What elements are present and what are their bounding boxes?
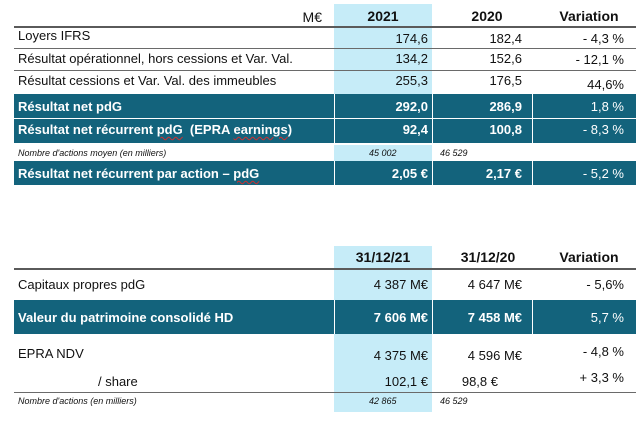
row-portfolio-variation: 5,7 %	[590, 310, 624, 325]
header-2021: 2021	[367, 8, 399, 24]
highlight-column-2021-ndv	[334, 334, 432, 412]
row-equity-2021: 4 387 M€	[373, 277, 428, 292]
row-equity-variation: - 5,6%	[586, 277, 624, 292]
row-net-variation: 1,8 %	[590, 99, 624, 114]
per-share-label-pdg: pdG	[233, 166, 260, 181]
row-label-resultat-cessions: Résultat cessions et Var. Val. des immeu…	[18, 73, 277, 88]
header-variation-2: Variation	[559, 249, 619, 265]
row-shares-2021: 42 865	[369, 396, 397, 406]
band-column-separator	[334, 94, 335, 143]
row-rule	[14, 392, 636, 393]
row-portfolio-2020: 7 458 M€	[467, 310, 522, 325]
band-column-separator	[334, 300, 335, 334]
row-label-capitaux-propres: Capitaux propres pdG	[18, 277, 146, 292]
band-column-separator	[532, 300, 533, 334]
band-column-separator	[432, 300, 433, 334]
row-cessions-2021: 255,3	[395, 73, 428, 88]
row-share-2021: 102,1 €	[384, 374, 428, 389]
row-label-per-share: Résultat net récurrent par action – pdG	[18, 166, 259, 182]
header-rule	[14, 268, 636, 270]
band-column-separator	[532, 161, 533, 185]
band-column-separator	[532, 94, 533, 143]
row-net-2021: 292,0	[395, 99, 428, 114]
row-operationnel-2021: 134,2	[395, 51, 428, 66]
row-per-share-2021: 2,05 €	[391, 166, 428, 181]
row-loyers-variation: - 4,3 %	[582, 31, 624, 46]
row-per-share-variation: - 5,2 %	[582, 166, 624, 181]
row-label-share: / share	[98, 374, 138, 389]
row-loyers-2020: 182,4	[489, 31, 522, 46]
row-label-valeur-patrimoine: Valeur du patrimoine consolidé HD	[18, 310, 234, 325]
row-recurrent-variation: - 8,3 %	[582, 122, 624, 137]
recurrent-label-part: Résultat net récurrent	[18, 122, 157, 137]
row-shares-2020: 46 529	[440, 396, 468, 406]
highlight-column-2021-shares	[334, 145, 432, 161]
row-cessions-2020: 176,5	[489, 73, 522, 88]
highlight-column-2021-header	[334, 246, 432, 300]
band-divider	[14, 118, 636, 119]
recurrent-label-earnings: earnings	[233, 122, 288, 137]
row-share-variation: + 3,3 %	[579, 370, 624, 385]
header-rule	[14, 26, 636, 28]
recurrent-label-pdg: pdG	[156, 122, 183, 137]
row-shares-avg-2020: 46 529	[440, 148, 468, 158]
header-variation: Variation	[559, 8, 619, 24]
row-label-resultat-operationnel: Résultat opérationnel, hors cessions et …	[18, 51, 293, 66]
row-label-epra-ndv: EPRA NDV	[18, 346, 84, 361]
header-31-12-21: 31/12/21	[355, 249, 411, 265]
row-ndv-variation: - 4,8 %	[582, 344, 624, 359]
band-column-separator	[432, 94, 433, 143]
row-loyers-2021: 174,6	[395, 31, 428, 46]
row-share-2020: 98,8 €	[461, 374, 498, 389]
row-net-2020: 286,9	[489, 99, 522, 114]
row-per-share-2020: 2,17 €	[485, 166, 522, 181]
row-label-shares-avg: Nombre d'actions moyen (en milliers)	[18, 148, 167, 158]
row-ndv-2020: 4 596 M€	[467, 348, 522, 363]
row-equity-2020: 4 647 M€	[467, 277, 522, 292]
row-ndv-2021: 4 375 M€	[373, 348, 428, 363]
header-2020: 2020	[471, 8, 503, 24]
row-label-shares: Nombre d'actions (en milliers)	[18, 396, 137, 406]
band-column-separator	[432, 161, 433, 185]
row-rule	[14, 70, 636, 71]
row-recurrent-2021: 92,4	[402, 122, 428, 137]
row-operationnel-2020: 152,6	[489, 51, 522, 66]
row-shares-avg-2021: 45 002	[369, 148, 397, 158]
highlight-column-2021	[334, 4, 432, 94]
row-rule	[14, 48, 636, 49]
unit-label: M€	[302, 9, 322, 25]
row-label-resultat-recurrent: Résultat net récurrent pdG (EPRA earning…	[18, 122, 292, 138]
row-portfolio-2021: 7 606 M€	[373, 310, 428, 325]
row-operationnel-variation: - 12,1 %	[575, 52, 624, 67]
recurrent-label-part: )	[287, 122, 293, 137]
per-share-label-part: Résultat net récurrent par action –	[18, 166, 234, 181]
row-label-resultat-net: Résultat net pdG	[18, 99, 123, 114]
recurrent-label-part: (EPRA	[182, 122, 234, 137]
band-column-separator	[334, 161, 335, 185]
row-recurrent-2020: 100,8	[489, 122, 522, 137]
header-31-12-20: 31/12/20	[460, 249, 516, 265]
row-cessions-variation: 44,6%	[587, 77, 624, 92]
row-label-loyers: Loyers IFRS	[18, 28, 91, 43]
